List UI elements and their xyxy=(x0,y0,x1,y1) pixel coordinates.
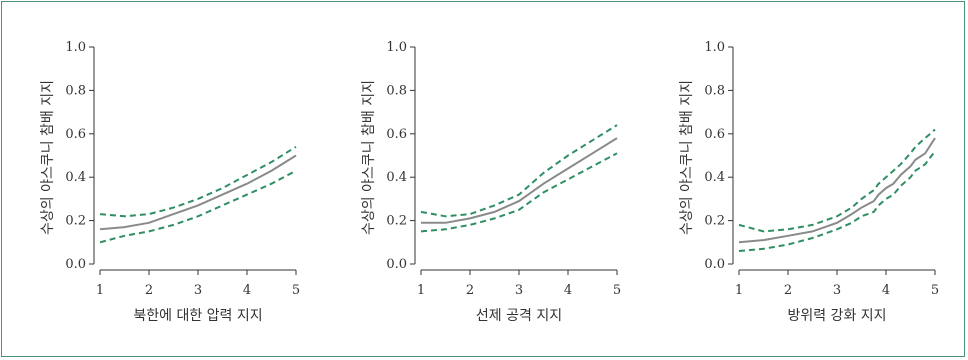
x-tick-label: 4 xyxy=(243,283,251,298)
fitted-line xyxy=(421,137,618,224)
x-tick-label: 5 xyxy=(613,283,621,298)
y-tick-label: 0.0 xyxy=(65,257,86,272)
chart-panel-2: 0.0 0.2 0.4 0.6 0.8 1.0 1 2 3 4 5 선제 공격 지지 수상의 야스쿠니 … xyxy=(361,40,621,324)
ci-upper-line xyxy=(420,124,618,218)
y-tick-label: 0.4 xyxy=(704,170,725,185)
y-tick-label: 0.2 xyxy=(704,214,725,229)
y-tick-label: 0.8 xyxy=(704,83,725,98)
x-tick-label: 2 xyxy=(784,283,792,298)
x-tick-label: 1 xyxy=(735,283,743,298)
y-axis-label: 수상의 야스쿠니 참배 지지 xyxy=(361,80,377,235)
fitted-line xyxy=(99,154,297,231)
y-tick-label: 0.8 xyxy=(386,83,407,98)
y-tick-label: 0.6 xyxy=(704,127,725,142)
ci-upper-line xyxy=(738,128,936,233)
x-tick-label: 1 xyxy=(417,283,425,298)
y-tick-label: 0.6 xyxy=(65,127,86,142)
x-axis-label: 방위력 강화 지지 xyxy=(787,308,886,324)
ci-upper-line xyxy=(99,145,297,218)
x-axis-label: 북한에 대한 압력 지지 xyxy=(133,308,262,324)
x-axis-label: 선제 공격 지지 xyxy=(476,308,562,324)
x-tick-label: 5 xyxy=(931,283,939,298)
x-tick-label: 3 xyxy=(515,283,523,298)
chart-panel-3: 0.0 0.2 0.4 0.6 0.8 1.0 1 2 3 4 5 방위력 강화 지지 수상의 야스쿠니… xyxy=(679,40,939,324)
y-tick-label: 0.2 xyxy=(65,214,86,229)
y-tick-label: 0.8 xyxy=(65,83,86,98)
x-tick-label: 2 xyxy=(145,283,153,298)
x-tick-label: 1 xyxy=(96,283,104,298)
y-tick-label: 1.0 xyxy=(65,40,86,55)
y-axis-label: 수상의 야스쿠니 참배 지지 xyxy=(40,80,56,235)
y-tick-label: 0.0 xyxy=(704,257,725,272)
y-tick-label: 1.0 xyxy=(386,40,407,55)
x-tick-label: 4 xyxy=(564,283,572,298)
fitted-line xyxy=(738,137,936,244)
y-tick-label: 1.0 xyxy=(704,40,725,55)
ci-lower-line xyxy=(420,152,618,233)
x-tick-label: 4 xyxy=(882,283,890,298)
x-tick-label: 3 xyxy=(194,283,202,298)
y-tick-label: 0.2 xyxy=(386,214,407,229)
y-tick-label: 0.4 xyxy=(386,170,407,185)
chart-panel-1: 0.0 0.2 0.4 0.6 0.8 1.0 1 2 3 4 5 북한에 대한 압력 지지 수상의 야… xyxy=(40,40,300,324)
ci-lower-line xyxy=(99,169,297,244)
ci-lower-line xyxy=(738,150,936,252)
y-axis-label: 수상의 야스쿠니 참배 지지 xyxy=(679,80,695,235)
y-tick-label: 0.0 xyxy=(386,257,407,272)
x-tick-label: 5 xyxy=(292,283,300,298)
x-tick-label: 2 xyxy=(466,283,474,298)
y-tick-label: 0.4 xyxy=(65,170,86,185)
x-tick-label: 3 xyxy=(833,283,841,298)
y-tick-label: 0.6 xyxy=(386,127,407,142)
